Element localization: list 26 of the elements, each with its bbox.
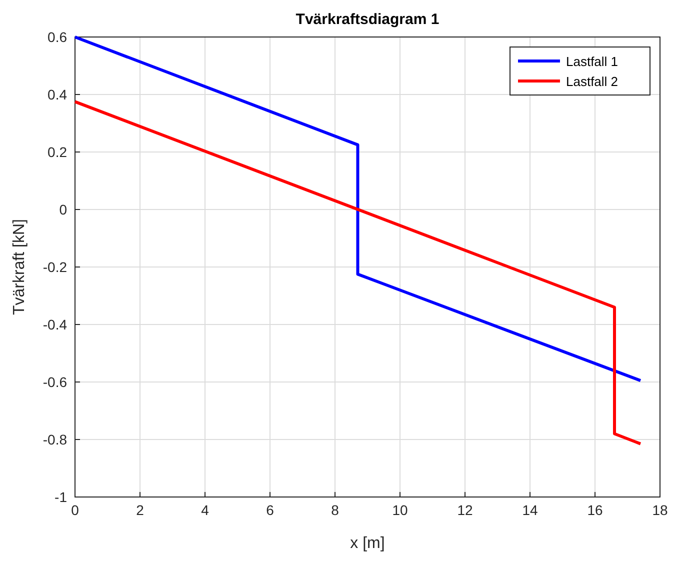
line-series: [74, 100, 642, 446]
y-tick-label: -0.8: [42, 432, 68, 448]
x-axis-title: x [m]: [350, 535, 385, 552]
y-tick-label: -1: [54, 489, 68, 505]
x-tick-label: 8: [331, 502, 340, 518]
y-tick-label: -0.4: [42, 316, 68, 332]
y-tick-label: 0: [59, 202, 68, 218]
legend-label: Lastfall 2: [566, 74, 618, 89]
x-tick-label: 12: [457, 502, 473, 518]
x-tick-label: 4: [201, 502, 210, 518]
line-series: [74, 36, 642, 382]
chart-title: Tvärkraftsdiagram 1: [296, 11, 440, 28]
x-tick-label: 16: [587, 502, 603, 518]
y-tick-label: 0.2: [48, 144, 68, 160]
x-tick-label: 2: [136, 502, 144, 518]
y-tick-label: 0.6: [48, 29, 68, 45]
x-tick-label: 18: [652, 502, 668, 518]
y-axis-title: Tvärkraft [kN]: [11, 218, 28, 316]
legend-label: Lastfall 1: [566, 54, 618, 69]
y-tick-label: -0.6: [42, 374, 68, 390]
y-tick-label: -0.2: [42, 259, 68, 275]
x-tick-label: 0: [71, 502, 80, 518]
x-tick-label: 6: [266, 502, 274, 518]
x-tick-label: 14: [522, 502, 538, 518]
y-tick-label: 0.4: [48, 86, 68, 102]
x-tick-label: 10: [392, 502, 408, 518]
